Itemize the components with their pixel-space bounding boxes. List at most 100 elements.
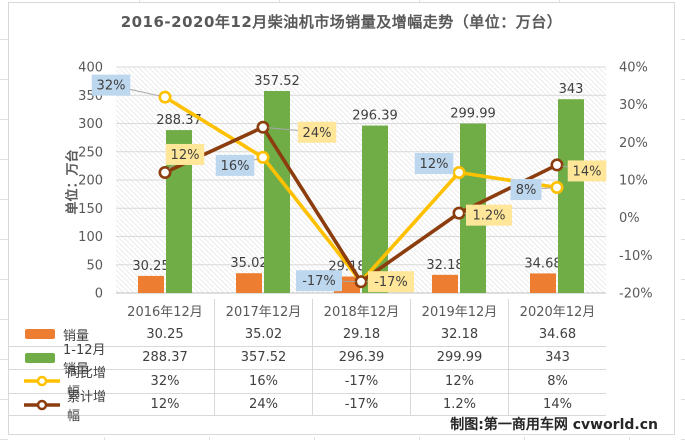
pct-label: 12% (171, 148, 200, 163)
table-value-cell: 30.25 (146, 326, 184, 342)
table-value-cell: 14% (508, 392, 606, 416)
right-axis-tick-label: 10% (619, 174, 648, 189)
cumulative-sales-bar (264, 91, 290, 294)
yellow-marker-swatch (36, 376, 48, 387)
legend-item-yoy-growth: 同比增幅 (9, 366, 116, 400)
table-value-cell: -17% (312, 392, 410, 416)
monthly-sales-bar (138, 275, 164, 293)
cumulative-line-swatch-icon (24, 399, 60, 410)
legend-label: 销量 (63, 328, 90, 344)
table-value-cell: -17% (312, 369, 410, 393)
table-header-cell: 2019年12月 (410, 299, 508, 323)
table-value-cell: 12% (410, 369, 508, 393)
table-value-cell: 1.2% (410, 392, 508, 416)
right-axis-tick-label: 0% (619, 211, 640, 226)
brown-marker-swatch (36, 399, 48, 410)
chart-area: 2016-2020年12月柴油机市场销量及增幅走势（单位：万台） 单位：万台 0… (8, 2, 675, 435)
left-axis-tick-label: 250 (78, 145, 103, 160)
orange-bar-swatch (25, 329, 55, 340)
left-axis-tick-label: 300 (78, 117, 103, 132)
table-header-cell: 2017年12月 (214, 299, 312, 323)
left-axis-tick-label: 150 (78, 202, 103, 217)
green-bar-swatch (25, 352, 55, 363)
table-value-cell: 29.18 (312, 322, 410, 346)
pct-label-bg (567, 160, 607, 182)
right-axis-tick-label: 30% (619, 98, 648, 113)
table-value-cell: 296.39 (312, 345, 410, 370)
legend-item-monthly-sales: 销量 (9, 322, 116, 345)
pct-label: 1.2% (472, 209, 505, 224)
pct-label-bg (466, 204, 512, 226)
plot-area: 050100150200250300350400-20%-10%0%10%20%… (78, 61, 653, 302)
bar-value-label: 343 (559, 82, 584, 97)
table-value-cell: 24% (214, 392, 312, 416)
table-header-cell: 2018年12月 (312, 299, 410, 323)
left-axis-tick-label: 50 (86, 258, 103, 273)
line-marker (452, 165, 466, 179)
monthly-sales-swatch-icon (25, 329, 55, 340)
source-credit: 制图:第一商用车网 cvworld.cn (450, 417, 658, 433)
line-marker (158, 90, 172, 104)
table-value-cell: 288.37 (116, 345, 214, 369)
pct-label: -17% (374, 275, 408, 290)
bar-value-label: 32.18 (426, 258, 463, 273)
pct-label-bg (297, 121, 337, 143)
worksheet-gridlines-left (0, 0, 8, 440)
pct-label-bg (296, 270, 342, 292)
monthly-sales-bar (236, 273, 262, 293)
pct-label-bg (91, 74, 131, 96)
bar-value-label: 34.68 (524, 256, 561, 271)
pct-label-bg (414, 152, 454, 174)
bar-value-label: 30.25 (132, 259, 169, 274)
table-value-cell: 32% (116, 369, 214, 392)
right-axis-tick-label: -20% (619, 287, 653, 302)
table-value-cell: 12% (116, 392, 214, 416)
legend-item-cumulative-growth: 累计增幅 (9, 390, 116, 424)
cumulative-sales-swatch-icon (25, 352, 55, 363)
pct-label: 14% (573, 164, 602, 179)
table-value-cell: 343 (508, 345, 606, 370)
line-marker (550, 181, 564, 195)
left-axis-tick-label: 200 (78, 174, 103, 189)
line-marker (256, 150, 270, 164)
data-table: 2016年12月 2017年12月 2018年12月 2019年12月 2020… (9, 299, 606, 424)
legend-label: 累计增幅 (67, 389, 107, 424)
monthly-sales-bar (530, 273, 556, 293)
right-axis-tick-label: 20% (619, 136, 648, 151)
line-marker (158, 165, 172, 179)
bar-value-label: 357.52 (254, 74, 300, 89)
pct-label: 16% (221, 159, 250, 174)
table-header-cell: 2016年12月 (127, 305, 203, 321)
line-marker (550, 158, 564, 172)
worksheet-gridlines-right (681, 0, 685, 440)
chart-title: 2016-2020年12月柴油机市场销量及增幅走势（单位：万台） (120, 13, 563, 31)
pct-label: 12% (420, 157, 449, 172)
pct-label-bg (510, 179, 542, 201)
cumulative-sales-bar (558, 99, 584, 293)
pct-label: 32% (97, 79, 126, 94)
bar-value-label: 299.99 (450, 107, 496, 122)
line-marker (256, 120, 270, 134)
right-axis-tick-label: -10% (619, 249, 653, 264)
table-value-cell: 8% (508, 369, 606, 393)
pct-label: 24% (303, 126, 332, 141)
right-axis-tick-label: 40% (619, 61, 648, 76)
left-axis-tick-label: 0 (95, 287, 103, 302)
table-value-cell: 34.68 (508, 322, 606, 346)
table-corner-cell (9, 299, 116, 322)
line-marker (354, 275, 368, 289)
monthly-sales-bar (432, 274, 458, 293)
pct-label-bg (215, 154, 255, 176)
table-value-cell: 299.99 (410, 345, 508, 370)
left-axis-tick-label: 400 (78, 61, 103, 76)
pct-label-bg (165, 143, 205, 165)
table-value-cell: 357.52 (214, 345, 312, 370)
table-value-cell: 35.02 (214, 322, 312, 346)
left-axis-tick-label: 100 (78, 230, 103, 245)
table-value-cell: 16% (214, 369, 312, 393)
bar-value-label: 296.39 (352, 109, 398, 124)
pct-label: -17% (302, 274, 336, 289)
table-value-cell: 32.18 (410, 322, 508, 346)
pct-label: 8% (516, 183, 537, 198)
bar-value-label: 288.37 (156, 113, 202, 128)
